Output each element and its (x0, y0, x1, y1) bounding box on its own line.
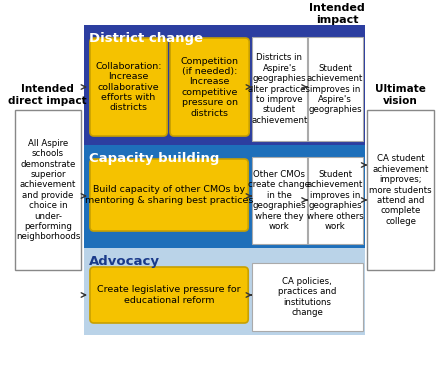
Text: Collaboration:
Increase
collaborative
efforts with
districts: Collaboration: Increase collaborative ef… (95, 62, 162, 112)
Bar (252, 37, 307, 141)
FancyBboxPatch shape (90, 38, 167, 136)
Text: Intended
impact: Intended impact (309, 3, 365, 25)
Bar (252, 157, 307, 244)
Text: CA student
achievement
improves;
more students
attend and
complete
college: CA student achievement improves; more st… (369, 154, 432, 226)
Bar (308, 157, 363, 244)
Text: Advocacy: Advocacy (89, 254, 160, 268)
Text: Capacity building: Capacity building (89, 151, 220, 165)
Bar (84, 25, 366, 145)
Text: Districts in
Aspire's
geographies
alter practices
to improve
student
achievement: Districts in Aspire's geographies alter … (249, 53, 311, 125)
Text: Ultimate
vision: Ultimate vision (375, 84, 426, 106)
Bar (252, 263, 363, 331)
Text: Build capacity of other CMOs by
mentoring & sharing best practices: Build capacity of other CMOs by mentorin… (85, 185, 253, 205)
Text: District change: District change (89, 31, 203, 45)
Text: Other CMOs
create change
in the
geographies
where they
work: Other CMOs create change in the geograph… (249, 170, 311, 231)
Text: Create legislative pressure for
educational reform: Create legislative pressure for educatio… (97, 285, 241, 305)
Bar (367, 110, 434, 270)
FancyBboxPatch shape (90, 267, 248, 323)
Bar (84, 145, 366, 248)
Text: Competition
(if needed):
Increase
competitive
pressure on
districts: Competition (if needed): Increase compet… (181, 57, 238, 118)
Bar (308, 37, 363, 141)
Text: CA policies,
practices and
institutions
change: CA policies, practices and institutions … (278, 277, 337, 317)
Text: Student
achievement
improves in
geographies
where others
work: Student achievement improves in geograph… (307, 170, 363, 231)
Text: Student
achievement
improves in
Aspire's
geographies: Student achievement improves in Aspire's… (307, 64, 363, 114)
FancyBboxPatch shape (170, 38, 249, 136)
Text: Intended
direct impact: Intended direct impact (7, 84, 86, 106)
Bar (84, 248, 366, 335)
Text: All Aspire
schools
demonstrate
superior
achievement
and provide
choice in
under-: All Aspire schools demonstrate superior … (16, 139, 80, 241)
FancyBboxPatch shape (90, 159, 248, 231)
Bar (15, 110, 81, 270)
